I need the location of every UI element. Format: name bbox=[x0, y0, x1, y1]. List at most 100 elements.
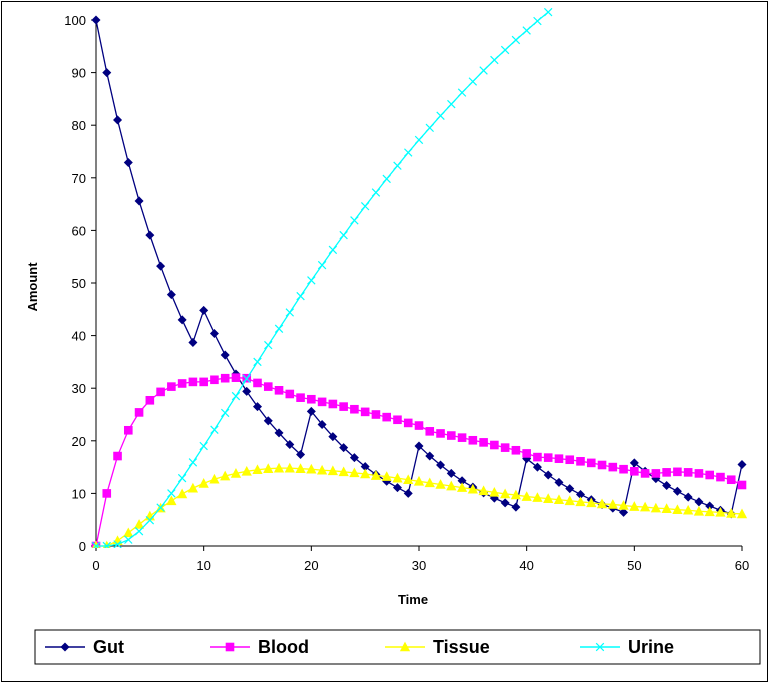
tissue-point bbox=[284, 462, 295, 473]
tissue-point bbox=[360, 468, 371, 479]
gut-point bbox=[156, 261, 166, 271]
gut-point bbox=[102, 68, 112, 78]
blood-point bbox=[468, 435, 478, 445]
tissue-point bbox=[650, 502, 661, 513]
x-tick-label: 0 bbox=[92, 558, 99, 573]
series-urine bbox=[91, 7, 553, 548]
tissue-point bbox=[241, 465, 252, 476]
tissue-point bbox=[683, 504, 694, 515]
gut-point bbox=[554, 477, 564, 487]
legend-label-blood: Blood bbox=[258, 637, 309, 657]
urine-point bbox=[414, 135, 424, 145]
urine-point bbox=[210, 425, 219, 434]
y-tick-label: 80 bbox=[72, 118, 86, 133]
tissue-point bbox=[456, 482, 468, 492]
gut-point bbox=[339, 443, 349, 453]
blood-point bbox=[199, 377, 208, 387]
urine-point bbox=[307, 276, 316, 285]
blood-point bbox=[124, 425, 133, 435]
tissue-point bbox=[133, 519, 145, 529]
gut-point bbox=[296, 449, 306, 459]
gut-point bbox=[672, 486, 682, 496]
urine-point bbox=[490, 55, 499, 65]
urine-point bbox=[91, 541, 101, 548]
x-tick-label: 60 bbox=[735, 558, 749, 573]
urine-point bbox=[511, 35, 521, 45]
blood-point bbox=[156, 387, 165, 397]
tissue-point bbox=[263, 463, 274, 473]
blood-point bbox=[597, 460, 607, 470]
tissue-point bbox=[446, 480, 457, 491]
blood-point bbox=[726, 475, 736, 485]
blood-point bbox=[447, 431, 456, 440]
x-tick-label: 50 bbox=[627, 558, 641, 573]
legend-label-urine: Urine bbox=[628, 637, 674, 657]
blood-point bbox=[522, 449, 531, 458]
urine-point bbox=[479, 66, 488, 75]
blood-point bbox=[231, 373, 241, 382]
gut-point bbox=[220, 350, 230, 360]
tissue-point bbox=[478, 485, 489, 496]
y-axis-title: Amount bbox=[25, 262, 40, 312]
series-gut bbox=[91, 15, 747, 519]
blood-point bbox=[371, 410, 381, 419]
tissue-point bbox=[370, 470, 382, 480]
gut-point bbox=[328, 432, 338, 442]
y-tick-label: 30 bbox=[72, 381, 86, 396]
gut-point bbox=[306, 406, 316, 416]
urine-point bbox=[124, 535, 133, 544]
gut-point bbox=[113, 115, 123, 125]
tissue-point bbox=[596, 498, 608, 509]
x-tick-label: 40 bbox=[519, 558, 533, 573]
gut-point bbox=[436, 460, 446, 470]
blood-point bbox=[188, 377, 198, 387]
urine-point bbox=[220, 408, 230, 418]
tissue-point bbox=[338, 466, 349, 477]
tissue-point bbox=[736, 508, 748, 519]
series-layer bbox=[91, 7, 748, 548]
blood-point bbox=[683, 468, 693, 477]
gut-point bbox=[619, 507, 629, 517]
tissue-point bbox=[661, 503, 672, 513]
urine-point bbox=[468, 77, 478, 86]
x-tick-label: 30 bbox=[412, 558, 426, 573]
legend-marker-urine bbox=[595, 642, 605, 652]
tissue-point bbox=[715, 506, 726, 517]
urine-point bbox=[231, 391, 241, 401]
blood-point bbox=[220, 373, 230, 383]
blood-point bbox=[500, 443, 510, 452]
gut-point bbox=[145, 230, 155, 240]
blood-point bbox=[436, 429, 445, 438]
urine-point bbox=[371, 188, 381, 197]
legend-item-tissue: Tissue bbox=[385, 637, 490, 657]
tissue-point bbox=[586, 497, 597, 508]
urine-point bbox=[177, 473, 187, 483]
y-tick-label: 70 bbox=[72, 171, 86, 186]
tissue-point bbox=[230, 468, 242, 478]
tissue-point bbox=[403, 474, 414, 485]
x-axis-title: Time bbox=[398, 592, 428, 607]
gut-point bbox=[188, 337, 198, 347]
tissue-point bbox=[672, 504, 683, 515]
series-tissue bbox=[92, 462, 748, 548]
blood-point bbox=[134, 408, 144, 417]
tissue-point bbox=[220, 470, 231, 481]
tissue-point bbox=[166, 495, 177, 506]
tissue-point bbox=[209, 473, 220, 484]
gut-point bbox=[209, 328, 219, 339]
blood-point bbox=[393, 415, 402, 425]
gut-point bbox=[500, 498, 510, 508]
blood-point bbox=[511, 445, 521, 455]
blood-point bbox=[414, 421, 424, 430]
tissue-point bbox=[521, 491, 532, 501]
blood-point bbox=[145, 395, 155, 405]
gut-point bbox=[414, 441, 424, 451]
tissue-point bbox=[639, 501, 651, 512]
gut-point bbox=[134, 196, 144, 206]
tissue-point bbox=[726, 508, 737, 518]
gut-point bbox=[392, 483, 402, 493]
tissue-point bbox=[198, 478, 209, 488]
gut-point bbox=[285, 439, 295, 449]
blood-point bbox=[350, 404, 359, 414]
tissue-point bbox=[467, 483, 478, 494]
